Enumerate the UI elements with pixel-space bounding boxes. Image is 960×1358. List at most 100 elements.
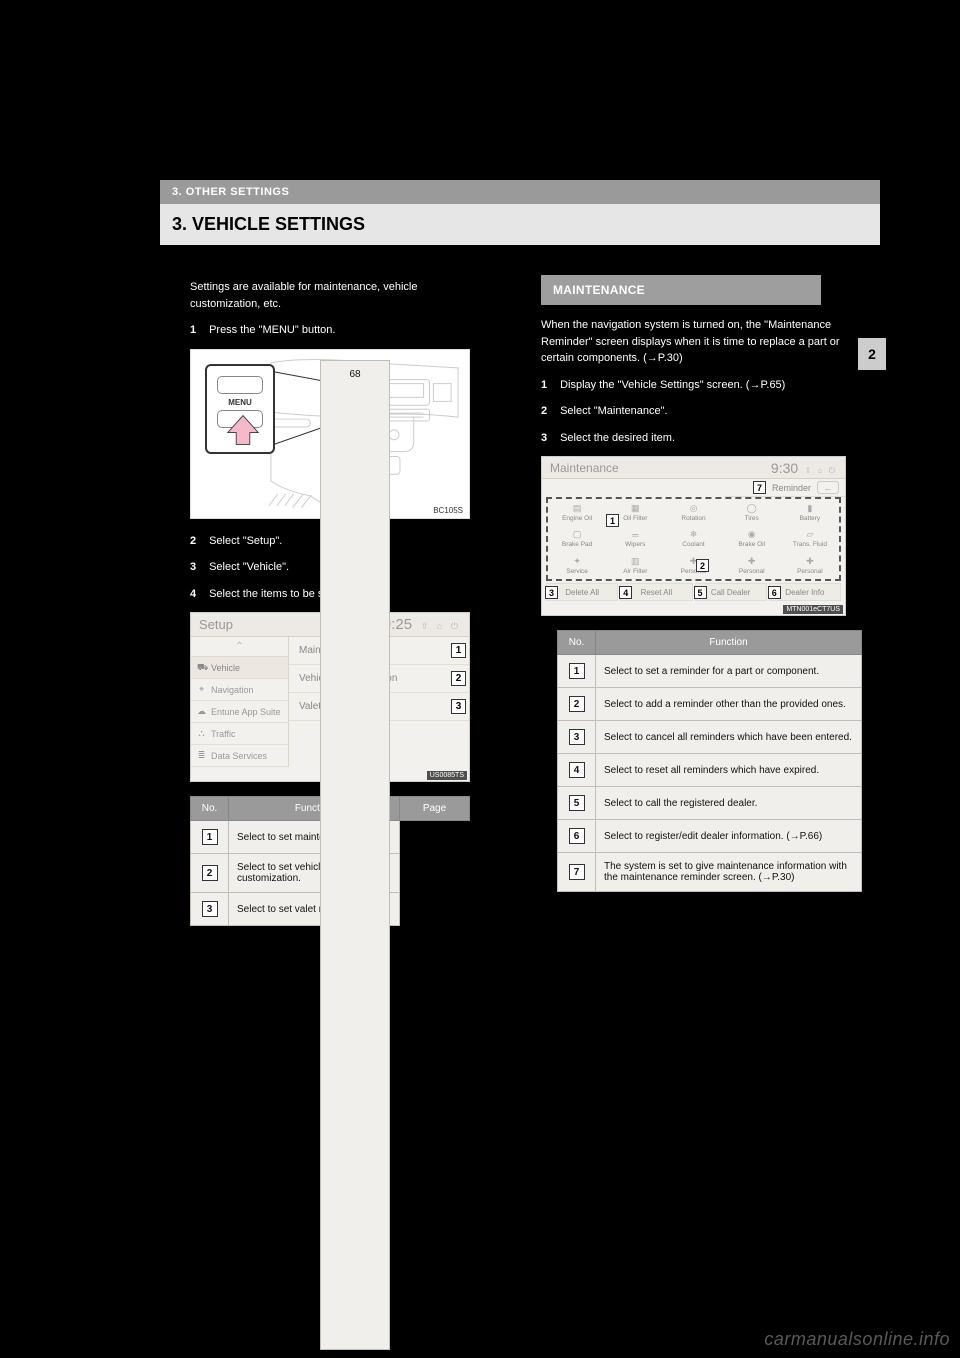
sidebar-item-navigation[interactable]: ⌖ Navigation [191,679,288,701]
callout-3: 3 [545,586,558,599]
page-title: 3. VEHICLE SETTINGS [172,214,365,234]
row-num: 5 [569,795,585,811]
grid-cell[interactable]: ▥Air Filter [606,552,664,579]
grid-cell[interactable]: ✚Personal [723,552,781,579]
air-filter-icon: ▥ [631,556,640,567]
grid-cell-label: Oil Filter [623,515,647,522]
maint-time: 9:30 [771,460,798,476]
service-icon: ✦ [573,556,581,567]
r-step-1-text: Display the "Vehicle Settings" screen. (… [560,377,785,394]
sidebar-item-vehicle[interactable]: ⛟ Vehicle [191,657,288,679]
grid-cell[interactable]: ▢Brake Pad [548,526,606,553]
callout-1: 1 [451,643,466,658]
grid-cell-label: Tires [745,515,759,522]
r-step-3-text: Select the desired item. [560,430,675,447]
call-dealer-button[interactable]: 5 Call Dealer [695,583,767,601]
sidebar-item-data-services[interactable]: ≣ Data Services [191,745,288,767]
left-column: Settings are available for maintenance, … [160,275,513,936]
row-num: 7 [569,864,585,880]
entune-icon: ☁ [197,706,206,717]
btn-label: Call Dealer [711,588,751,597]
maintenance-section-head: MAINTENANCE [541,275,821,305]
sidebar-label: Data Services [211,751,267,761]
row-num: 1 [202,829,218,845]
content-columns: Settings are available for maintenance, … [160,245,880,936]
trans-fluid-icon: ▱ [806,529,813,540]
grid-cell[interactable]: ═Wipers [606,526,664,553]
back-icon[interactable]: ← [817,481,839,494]
r-step-1-num: 1 [541,377,557,394]
row-num: 4 [569,762,585,778]
grid-cell[interactable]: ✚Personal [664,552,722,579]
coolant-icon: ❄ [690,529,698,540]
sidebar-label: Vehicle [211,663,240,673]
chapter-tab: 2 [858,338,886,370]
sidebar-item-traffic[interactable]: ⛬ Traffic [191,723,288,745]
reset-all-button[interactable]: 4 Reset All [620,583,692,601]
callout-6: 6 [768,586,781,599]
r-step-3-num: 3 [541,430,557,447]
row-func: Select to call the registered dealer. [596,787,862,820]
step-4-text: Select the items to be set. [209,586,336,603]
step-3-num: 3 [190,559,206,576]
personal-icon: ✚ [806,556,814,567]
sidebar-item-entune[interactable]: ☁ Entune App Suite [191,701,288,723]
vehicle-icon: ⛟ [197,662,206,674]
right-column: MAINTENANCE When the navigation system i… [527,275,880,936]
figure-label: BC105S [433,506,463,515]
row-func: The system is set to give maintenance in… [596,853,862,892]
reminder-row: 7 Reminder ← [725,479,845,497]
sidebar-label: Entune App Suite [211,707,281,717]
dealer-info-button[interactable]: 6 Dealer Info [769,583,841,601]
callout-7: 7 [753,481,766,494]
chevron-up-icon[interactable]: ⌃ [191,637,288,657]
row-num: 2 [202,865,218,881]
grid-cell[interactable]: ✦Service [548,552,606,579]
maint-topbar: Maintenance 9:30 ⇧ ⌂ ⏻ [542,457,845,479]
grid-cell[interactable]: ◉Brake Oil [723,526,781,553]
maintenance-grid: ▤Engine Oil ▦Oil Filter ◎Rotation ◯Tires… [546,497,841,581]
grid-cell-label: Brake Oil [738,541,765,548]
traffic-icon: ⛬ [197,728,206,739]
step-2-num: 2 [190,533,206,550]
grid-cell[interactable]: ▤Engine Oil [548,499,606,526]
grid-cell-label: Trans. Fluid [793,541,827,548]
grid-cell[interactable]: ◯Tires [723,499,781,526]
intro-text: Settings are available for maintenance, … [190,279,490,312]
grid-cell-label: Wipers [625,541,645,548]
maint-bottom-row: 3 Delete All 4 Reset All 5 Call Dealer 6… [546,583,841,601]
step-1: 1 Press the "MENU" button. [190,322,490,339]
step-4-num: 4 [190,586,206,603]
maint-status-icons: ⇧ ⌂ ⏻ [805,466,837,475]
step-1-text: Press the "MENU" button. [209,322,335,339]
breadcrumb-text: 3. OTHER SETTINGS [172,186,289,198]
step-2-text: Select "Setup". [209,533,282,550]
callout-4: 4 [619,586,632,599]
grid-cell-label: Coolant [682,541,704,548]
row-num: 3 [202,901,218,917]
row-func: Select to cancel all reminders which hav… [596,721,862,754]
callout-5: 5 [694,586,707,599]
table-row: 5 Select to call the registered dealer. [558,787,862,820]
grid-cell[interactable]: ▮Battery [781,499,839,526]
r-step-2-num: 2 [541,403,557,420]
grid-cell[interactable]: ▱Trans. Fluid [781,526,839,553]
table-row: 6 Select to register/edit dealer informa… [558,820,862,853]
setup-status-icons: ⇧ ⌂ ⏻ [421,621,461,631]
page-title-bar: 3. VEHICLE SETTINGS [160,204,880,245]
grid-cell[interactable]: ❄Coolant [664,526,722,553]
maintenance-desc: When the navigation system is turned on,… [541,317,841,367]
r-step-2-text: Select "Maintenance". [560,403,667,420]
table-row: 3 Select to set valet mode. 68 [191,893,470,926]
table-row: 3 Select to cancel all reminders which h… [558,721,862,754]
navigation-icon: ⌖ [197,684,206,695]
rotation-icon: ◎ [690,503,698,514]
btn-label: Reset All [641,588,673,597]
setup-sidebar: ⌃ ⛟ Vehicle ⌖ Navigation ☁ Entune App Su… [191,637,289,767]
grid-cell[interactable]: ◎Rotation [664,499,722,526]
grid-cell-label: Personal [797,568,823,575]
grid-cell[interactable]: ✚Personal [781,552,839,579]
delete-all-button[interactable]: 3 Delete All [546,583,618,601]
row-func: Select to register/edit dealer informati… [596,820,862,853]
step-3-text: Select "Vehicle". [209,559,289,576]
